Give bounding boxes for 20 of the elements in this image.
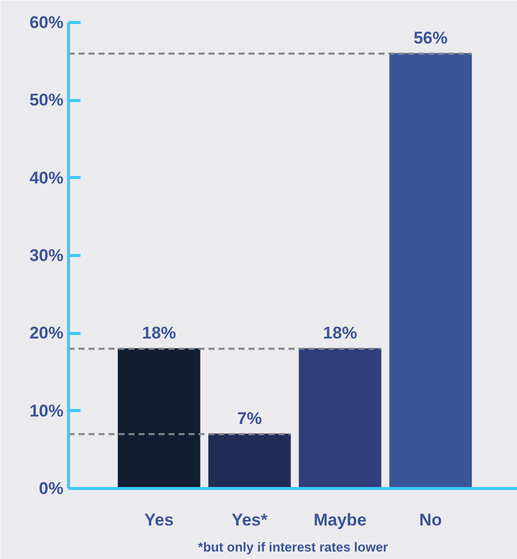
y-tick-label: 40%: [29, 168, 64, 188]
y-tick-label: 20%: [29, 324, 64, 343]
data-label: 56%: [414, 28, 448, 48]
y-tick-label: 50%: [29, 90, 64, 110]
y-tick-label: 60%: [29, 13, 64, 32]
bar: [389, 53, 472, 488]
x-tick-label: No: [419, 510, 442, 530]
y-tick-label: 0%: [38, 479, 64, 498]
y-tick-label: 30%: [29, 246, 64, 265]
bar: [298, 348, 382, 488]
y-tick-label: 10%: [29, 401, 64, 420]
data-label: 18%: [323, 324, 358, 343]
bar: [118, 348, 200, 488]
data-label: 18%: [142, 324, 176, 343]
x-tick-label: Maybe: [314, 510, 367, 530]
bar: [208, 434, 291, 488]
text: *but only if interest rates lower: [198, 540, 388, 554]
x-tick-label: Yes: [144, 510, 174, 530]
x-tick-label: Yes*: [232, 510, 268, 530]
data-label: 7%: [237, 409, 262, 428]
